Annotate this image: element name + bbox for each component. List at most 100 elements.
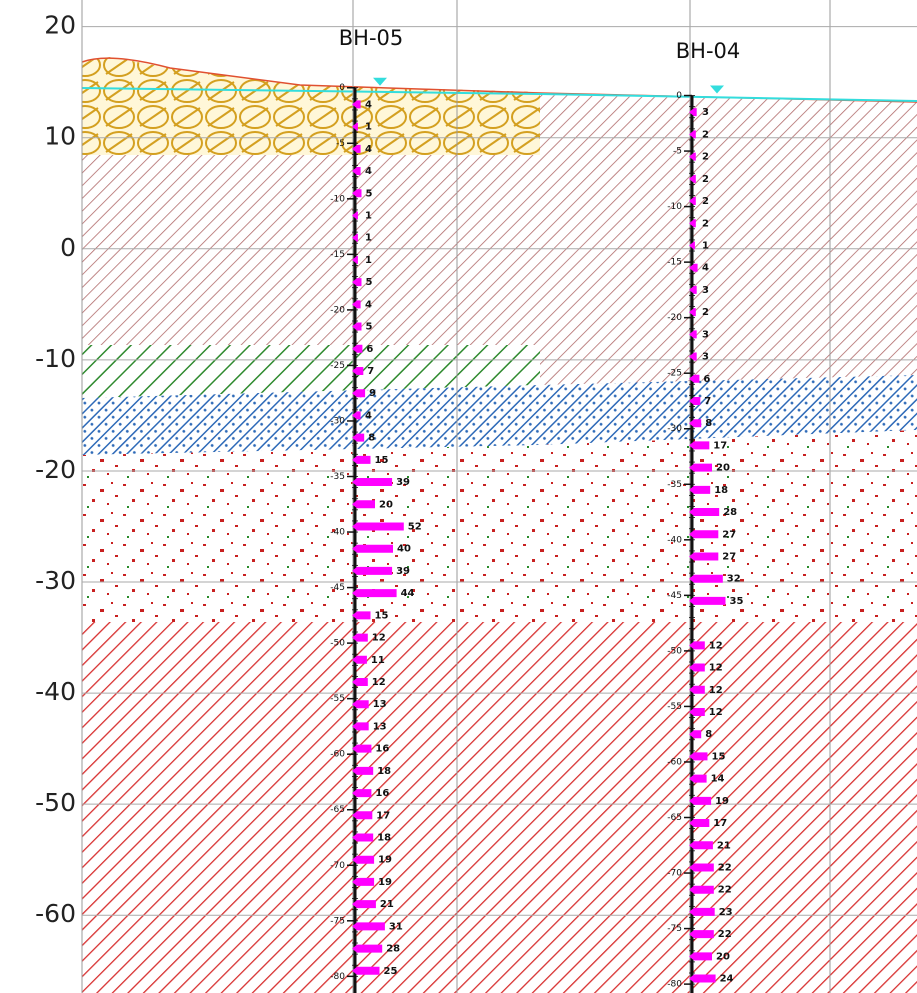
spt-label: 8 (705, 729, 712, 740)
spt-label: 27 (722, 551, 736, 562)
spt-label: 17 (713, 440, 727, 451)
y-tick-label: 0 (60, 233, 76, 262)
spt-label: 2 (702, 174, 709, 185)
depth-label: -70 (330, 861, 345, 871)
spt-label: 20 (379, 499, 393, 510)
spt-label: 18 (377, 832, 391, 843)
spt-label: 35 (730, 596, 744, 607)
y-tick-label: -20 (35, 455, 76, 484)
spt-label: 1 (365, 210, 372, 221)
spt-label: 1 (365, 255, 372, 266)
spt-label: 17 (376, 810, 390, 821)
spt-label: 20 (716, 951, 730, 962)
depth-label: -40 (667, 535, 682, 545)
spt-label: 4 (365, 144, 372, 155)
section-chart: 20100-10-20-30-40-50-60BH-050-5-10-15-20… (0, 0, 917, 993)
spt-bar (689, 886, 714, 894)
depth-label: -5 (336, 139, 345, 149)
spt-label: 5 (366, 322, 373, 333)
spt-label: 22 (718, 929, 732, 940)
spt-bar (689, 575, 723, 583)
depth-label: -10 (330, 194, 345, 204)
spt-label: 2 (702, 129, 709, 140)
y-tick-label: -30 (35, 566, 76, 595)
spt-bar (689, 975, 716, 983)
spt-label: 5 (366, 188, 373, 199)
spt-label: 12 (709, 707, 723, 718)
spt-label: 4 (365, 166, 372, 177)
spt-label: 3 (702, 107, 709, 118)
borehole-name: BH-05 (339, 26, 404, 50)
y-tick-label: 20 (44, 11, 76, 40)
spt-bar (689, 530, 718, 538)
spt-label: 12 (709, 663, 723, 674)
spt-bar (689, 863, 714, 871)
spt-label: 16 (375, 788, 389, 799)
depth-label: -25 (330, 361, 345, 371)
spt-label: 8 (705, 418, 712, 429)
spt-label: 20 (716, 463, 730, 474)
depth-label: -50 (330, 639, 345, 649)
depth-label: 0 (676, 91, 682, 101)
spt-label: 22 (718, 862, 732, 873)
depth-label: -55 (330, 694, 345, 704)
y-tick-label: -60 (35, 899, 76, 928)
spt-label: 11 (371, 655, 385, 666)
y-tick-label: -40 (35, 677, 76, 706)
depth-label: -35 (667, 480, 682, 490)
spt-label: 25 (384, 966, 398, 977)
spt-label: 15 (712, 751, 726, 762)
depth-label: -60 (667, 757, 682, 767)
spt-label: 4 (365, 299, 372, 310)
dense-sand (82, 430, 917, 622)
spt-label: 14 (711, 774, 725, 785)
y-tick-label: -50 (35, 788, 76, 817)
spt-label: 2 (702, 196, 709, 207)
spt-label: 28 (723, 507, 737, 518)
spt-label: 17 (713, 818, 727, 829)
spt-label: 39 (396, 477, 410, 488)
spt-bar (689, 930, 714, 938)
depth-label: -35 (330, 472, 345, 482)
depth-label: -75 (330, 916, 345, 926)
spt-label: 6 (703, 374, 710, 385)
spt-label: 13 (373, 699, 387, 710)
spt-label: 3 (702, 352, 709, 363)
spt-label: 18 (714, 485, 728, 496)
spt-bar (352, 545, 393, 553)
depth-label: -65 (667, 813, 682, 823)
depth-label: -65 (330, 805, 345, 815)
spt-label: 39 (396, 566, 410, 577)
depth-label: -30 (330, 416, 345, 426)
spt-label: 44 (401, 588, 415, 599)
spt-label: 12 (709, 640, 723, 651)
spt-label: 12 (709, 685, 723, 696)
spt-label: 3 (702, 329, 709, 340)
spt-label: 23 (719, 907, 733, 918)
depth-label: -80 (667, 980, 682, 990)
spt-label: 21 (380, 899, 394, 910)
depth-label: -75 (667, 924, 682, 934)
depth-label: -40 (330, 528, 345, 538)
spt-bar (352, 522, 404, 530)
y-tick-label: 10 (44, 122, 76, 151)
spt-bar (689, 597, 726, 605)
depth-label: 0 (339, 83, 345, 93)
spt-label: 15 (375, 455, 389, 466)
spt-label: 24 (720, 974, 734, 985)
spt-bar (352, 589, 397, 597)
depth-label: -5 (673, 147, 682, 157)
depth-label: -60 (330, 750, 345, 760)
depth-label: -55 (667, 702, 682, 712)
spt-label: 4 (365, 99, 372, 110)
depth-label: -45 (667, 591, 682, 601)
depth-label: -15 (330, 250, 345, 260)
spt-label: 27 (722, 529, 736, 540)
spt-label: 19 (378, 877, 392, 888)
spt-label: 15 (375, 610, 389, 621)
spt-label: 3 (702, 285, 709, 296)
spt-bar (352, 900, 376, 908)
spt-label: 19 (378, 855, 392, 866)
spt-bar (352, 478, 392, 486)
depth-label: -70 (667, 869, 682, 879)
